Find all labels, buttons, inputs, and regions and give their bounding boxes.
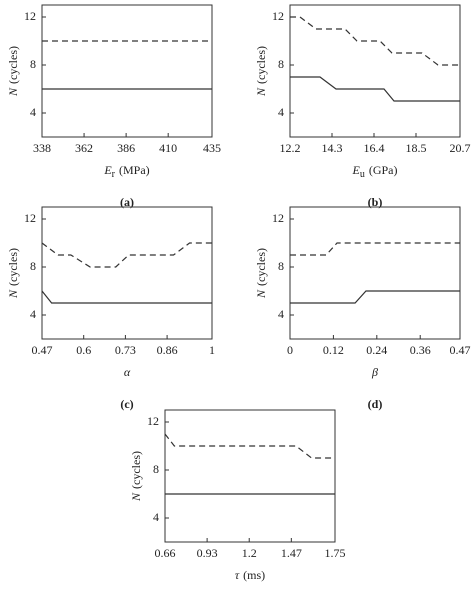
plot-frame [41, 4, 213, 138]
x-axis-label: α [124, 365, 131, 379]
series-line [41, 290, 212, 304]
y-label-unit: (cycles) [129, 451, 143, 489]
x-tick-label: 410 [159, 141, 177, 155]
x-tick-label: 362 [75, 141, 93, 155]
x-tick-label: 1.75 [325, 546, 346, 560]
x-label-symbol: E [351, 163, 360, 177]
x-tick-label: 1 [209, 343, 215, 357]
y-label-symbol: N [6, 289, 20, 299]
y-label-symbol: N [129, 492, 143, 502]
y-tick-label: 8 [278, 259, 284, 273]
x-label-symbol: E [103, 163, 112, 177]
x-tick-label: 0.66 [155, 546, 176, 560]
plot-frame [41, 206, 213, 340]
y-tick-label: 4 [278, 307, 284, 321]
panel: 4 8 12 0.66 0.93 1.2 1.47 1.75 τ(ms) N (cycles) (e) [129, 409, 346, 602]
series-line [290, 242, 460, 256]
x-tick-label: 0 [287, 343, 293, 357]
panel-caption: (d) [368, 397, 383, 411]
y-tick-label: 12 [272, 9, 284, 23]
x-label-symbol: β [371, 365, 378, 379]
x-label-subscript: r [112, 169, 116, 180]
x-label-unit: (ms) [243, 568, 265, 582]
plot-frame [289, 206, 461, 340]
x-tick-label: 12.2 [280, 141, 301, 155]
y-axis-label: N (cycles) [254, 46, 268, 97]
panel-caption: (b) [368, 195, 383, 209]
y-tick-label: 12 [24, 9, 36, 23]
y-tick-label: 4 [153, 510, 159, 524]
x-tick-label: 0.47 [32, 343, 53, 357]
y-tick-label: 4 [30, 307, 36, 321]
panel: 4 8 12 338 362 386 410 435 Er (MPa) N (cycles) (a) [6, 4, 221, 209]
y-label-symbol: N [254, 289, 268, 299]
x-label-unit: (MPa) [119, 163, 150, 177]
x-label-symbol: α [124, 365, 131, 379]
x-tick-label: 1.47 [281, 546, 302, 560]
panel-caption: (e) [243, 600, 256, 602]
y-label-unit: (cycles) [254, 248, 268, 286]
x-tick-label: 435 [203, 141, 221, 155]
x-label-subscript: u [360, 169, 365, 180]
x-label-unit: (GPa) [369, 163, 398, 177]
series-line [290, 76, 460, 102]
plot-frame [164, 409, 336, 543]
x-axis-label: Er (MPa) [103, 163, 149, 181]
y-label-symbol: N [254, 87, 268, 97]
y-axis-label: N (cycles) [129, 451, 143, 502]
x-axis-label: τ (ms) [235, 568, 265, 582]
x-tick-label: 16.4 [364, 141, 385, 155]
series-line [41, 242, 212, 268]
panel-caption: (c) [120, 397, 133, 411]
y-tick-label: 12 [272, 211, 284, 225]
x-tick-label: 20.7 [450, 141, 471, 155]
panel: 4 8 12 12.2 14.3 16.4 18.5 20.7 Eu (GPa) N (cycles)… [254, 4, 471, 209]
x-tick-label: 14.3 [322, 141, 343, 155]
y-label-symbol: N [6, 87, 20, 97]
x-tick-label: 0.73 [115, 343, 136, 357]
x-axis-label: Eu (GPa) [351, 163, 397, 181]
y-axis-label: N (cycles) [254, 248, 268, 299]
x-tick-label: 18.5 [406, 141, 427, 155]
panel-caption: (a) [120, 195, 134, 209]
x-tick-label: 1.2 [242, 546, 257, 560]
plot-frame [289, 4, 461, 138]
series-line [290, 290, 460, 304]
x-tick-label: 0.47 [450, 343, 471, 357]
y-axis-label: N (cycles) [6, 248, 20, 299]
panel: 4 8 12 0 0.12 0.24 0.36 0.47 β N (cycles) (d) [254, 206, 471, 411]
y-tick-label: 8 [153, 462, 159, 476]
series-line [290, 16, 460, 66]
x-label-symbol: τ [235, 568, 240, 582]
x-tick-label: 0.24 [366, 343, 387, 357]
y-tick-label: 8 [278, 57, 284, 71]
y-tick-label: 8 [30, 57, 36, 71]
panel: 4 8 12 0.47 0.6 0.73 0.86 1 α N (cycles) (c) [6, 206, 215, 411]
y-label-unit: (cycles) [6, 248, 20, 286]
x-tick-label: 386 [117, 141, 135, 155]
y-tick-label: 12 [24, 211, 36, 225]
x-tick-label: 0.36 [410, 343, 431, 357]
series-line [164, 433, 335, 459]
x-tick-label: 0.86 [157, 343, 178, 357]
y-label-unit: (cycles) [254, 46, 268, 84]
x-axis-label: β [371, 365, 378, 379]
y-tick-label: 8 [30, 259, 36, 273]
y-tick-label: 4 [278, 105, 284, 119]
y-label-unit: (cycles) [6, 46, 20, 84]
x-tick-label: 0.93 [197, 546, 218, 560]
y-tick-label: 12 [147, 414, 159, 428]
x-tick-label: 338 [33, 141, 51, 155]
x-tick-label: 0.6 [76, 343, 91, 357]
y-axis-label: N (cycles) [6, 46, 20, 97]
y-tick-label: 4 [30, 105, 36, 119]
x-tick-label: 0.12 [323, 343, 344, 357]
